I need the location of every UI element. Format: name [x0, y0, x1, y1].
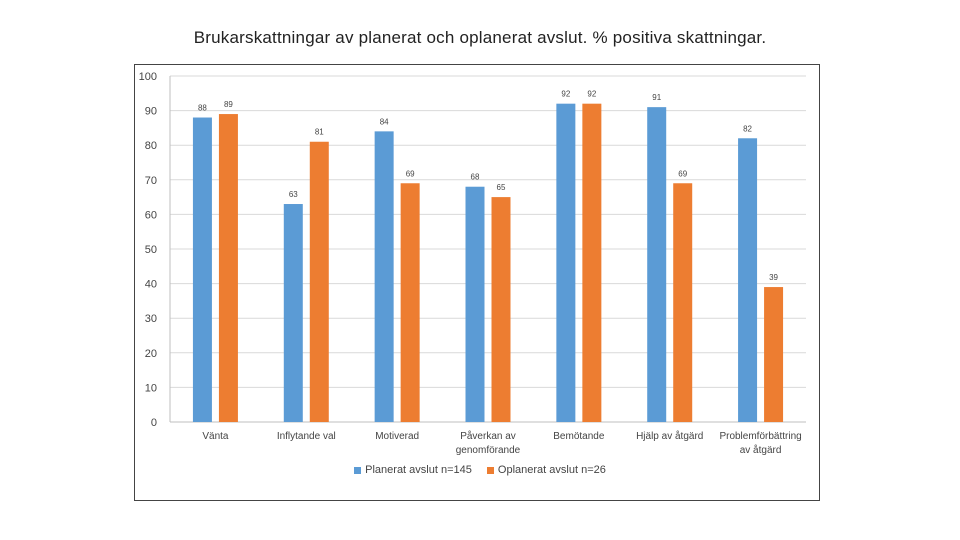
y-tick-label: 80 [145, 140, 157, 152]
bar-planerat [465, 186, 485, 422]
y-tick-label: 70 [145, 175, 157, 187]
chart-title: Brukarskattningar av planerat och oplane… [193, 28, 767, 47]
y-tick-label: 50 [145, 244, 157, 256]
data-label: 91 [652, 93, 661, 102]
x-tick-label: Bemötande [553, 431, 605, 442]
data-label: 82 [743, 124, 752, 133]
x-tick-label-line: Vänta [202, 431, 229, 442]
x-tick-label-line: genomförande [456, 445, 521, 456]
chart-frame [134, 64, 820, 501]
data-label: 92 [561, 90, 570, 99]
x-tick-label-line: Motiverad [375, 431, 419, 442]
data-label: 68 [471, 173, 480, 182]
chart-legend: Planerat avslut n=145 Oplanerat avslut n… [0, 464, 960, 477]
bar-oplanerat [673, 183, 693, 422]
y-tick-label: 60 [145, 209, 157, 221]
data-label: 69 [678, 169, 687, 178]
x-tick-label: Påverkan av genomförande [456, 430, 521, 456]
legend-item-oplanerat: Oplanerat avslut n=26 [486, 464, 606, 476]
bar-planerat [374, 131, 394, 423]
y-tick-label: 0 [151, 417, 157, 429]
data-label: 92 [587, 90, 596, 99]
y-tick-label: 100 [139, 71, 157, 83]
legend-swatch-planerat [354, 466, 362, 474]
x-tick-label-line: Påverkan av [460, 430, 516, 442]
data-label: 63 [289, 190, 298, 199]
bar-planerat [283, 204, 303, 422]
data-label: 89 [224, 100, 233, 109]
bar-oplanerat [309, 141, 329, 423]
x-tick-label: Motiverad [375, 431, 419, 442]
data-label: 88 [198, 104, 207, 113]
data-label: 81 [315, 128, 324, 137]
data-label: 84 [380, 117, 389, 126]
legend-label-oplanerat: Oplanerat avslut n=26 [497, 464, 606, 476]
x-tick-label: Vänta [202, 431, 229, 442]
data-label: 65 [497, 183, 506, 192]
bar-planerat [647, 107, 667, 422]
legend-item-planerat: Planerat avslut n=145 [354, 464, 472, 476]
x-tick-label: Problemförbättring av åtgärd [719, 431, 801, 456]
bar-planerat [556, 103, 576, 423]
bar-planerat [192, 117, 212, 423]
data-label: 39 [769, 273, 778, 282]
bar-oplanerat [400, 183, 420, 422]
bar-oplanerat [491, 197, 511, 422]
y-tick-label: 10 [145, 382, 157, 394]
bar-planerat [738, 138, 758, 422]
x-tick-label: Hjälp av åtgärd [636, 430, 703, 442]
x-tick-label: Inflytande val [277, 431, 336, 442]
bar-oplanerat [764, 287, 784, 422]
legend-swatch-oplanerat [486, 466, 494, 474]
bar-oplanerat [582, 103, 602, 423]
data-label: 69 [406, 169, 415, 178]
x-tick-label-line: av åtgärd [740, 444, 782, 456]
legend-label-planerat: Planerat avslut n=145 [365, 464, 472, 476]
y-tick-label: 40 [145, 279, 157, 291]
x-tick-label-line: Inflytande val [277, 431, 336, 442]
y-tick-label: 30 [145, 313, 157, 325]
y-tick-label: 20 [145, 348, 157, 360]
y-tick-label: 90 [145, 106, 157, 118]
bar-oplanerat [218, 114, 238, 422]
x-tick-label-line: Bemötande [553, 431, 605, 442]
x-tick-label-line: Problemförbättring [719, 431, 801, 442]
x-tick-label-line: Hjälp av åtgärd [636, 430, 703, 442]
